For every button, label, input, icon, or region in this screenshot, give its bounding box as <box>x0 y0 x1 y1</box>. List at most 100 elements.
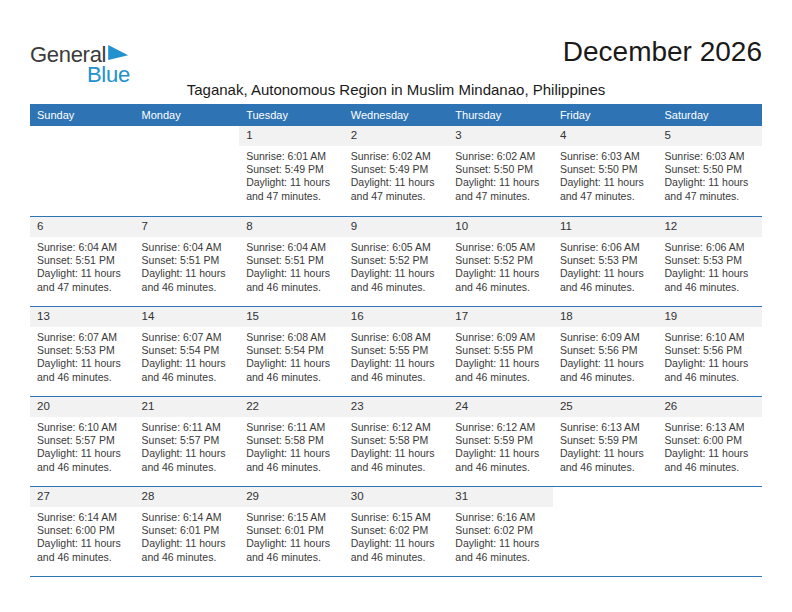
calendar-day-cell: 11Sunrise: 6:06 AMSunset: 5:53 PMDayligh… <box>553 217 658 306</box>
day-detail-line: and 46 minutes. <box>37 371 132 384</box>
calendar-day-cell: 30Sunrise: 6:15 AMSunset: 6:02 PMDayligh… <box>344 487 449 576</box>
day-number: 28 <box>135 487 240 507</box>
day-number: 20 <box>30 397 135 417</box>
day-detail-line: and 46 minutes. <box>351 551 446 564</box>
day-details: Sunrise: 6:05 AMSunset: 5:52 PMDaylight:… <box>448 237 553 294</box>
day-detail-line: Sunset: 5:55 PM <box>351 344 446 357</box>
day-detail-line: Sunset: 5:49 PM <box>351 163 446 176</box>
day-number: 8 <box>239 217 344 237</box>
day-number-empty <box>657 487 762 507</box>
day-number: 30 <box>344 487 449 507</box>
day-number: 2 <box>344 126 449 146</box>
day-details: Sunrise: 6:11 AMSunset: 5:57 PMDaylight:… <box>135 417 240 474</box>
calendar-day-cell: 6Sunrise: 6:04 AMSunset: 5:51 PMDaylight… <box>30 217 135 306</box>
day-number: 3 <box>448 126 553 146</box>
day-detail-line: Daylight: 11 hours <box>246 537 341 550</box>
day-details: Sunrise: 6:10 AMSunset: 5:56 PMDaylight:… <box>657 327 762 384</box>
calendar-table: Sunday Monday Tuesday Wednesday Thursday… <box>30 104 762 577</box>
day-details: Sunrise: 6:09 AMSunset: 5:56 PMDaylight:… <box>553 327 658 384</box>
calendar-day-cell: 26Sunrise: 6:13 AMSunset: 6:00 PMDayligh… <box>657 397 762 486</box>
day-detail-line: Daylight: 11 hours <box>142 447 237 460</box>
day-detail-line: Sunrise: 6:01 AM <box>246 150 341 163</box>
day-detail-line: Daylight: 11 hours <box>142 537 237 550</box>
day-number: 25 <box>553 397 658 417</box>
calendar-day-cell: 13Sunrise: 6:07 AMSunset: 5:53 PMDayligh… <box>30 307 135 396</box>
calendar-day-cell: 27Sunrise: 6:14 AMSunset: 6:00 PMDayligh… <box>30 487 135 576</box>
calendar-day-cell: 24Sunrise: 6:12 AMSunset: 5:59 PMDayligh… <box>448 397 553 486</box>
day-detail-line: and 47 minutes. <box>455 190 550 203</box>
day-detail-line: Sunset: 5:59 PM <box>455 434 550 447</box>
calendar-day-cell: 18Sunrise: 6:09 AMSunset: 5:56 PMDayligh… <box>553 307 658 396</box>
day-detail-line: Sunset: 5:57 PM <box>142 434 237 447</box>
day-details: Sunrise: 6:10 AMSunset: 5:57 PMDaylight:… <box>30 417 135 474</box>
day-number: 6 <box>30 217 135 237</box>
day-details: Sunrise: 6:05 AMSunset: 5:52 PMDaylight:… <box>344 237 449 294</box>
day-detail-line: and 46 minutes. <box>246 461 341 474</box>
weekday-friday: Friday <box>553 104 658 126</box>
calendar-day-cell: 3Sunrise: 6:02 AMSunset: 5:50 PMDaylight… <box>448 126 553 216</box>
day-number: 31 <box>448 487 553 507</box>
calendar-day-cell: 16Sunrise: 6:08 AMSunset: 5:55 PMDayligh… <box>344 307 449 396</box>
calendar-empty-cell <box>553 487 658 576</box>
day-details: Sunrise: 6:04 AMSunset: 5:51 PMDaylight:… <box>135 237 240 294</box>
calendar-day-cell: 9Sunrise: 6:05 AMSunset: 5:52 PMDaylight… <box>344 217 449 306</box>
day-detail-line: Daylight: 11 hours <box>455 447 550 460</box>
calendar-week-row: 6Sunrise: 6:04 AMSunset: 5:51 PMDaylight… <box>30 216 762 306</box>
day-number: 23 <box>344 397 449 417</box>
day-detail-line: Sunset: 5:58 PM <box>351 434 446 447</box>
calendar-week-row: 27Sunrise: 6:14 AMSunset: 6:00 PMDayligh… <box>30 486 762 576</box>
weekday-header-row: Sunday Monday Tuesday Wednesday Thursday… <box>30 104 762 126</box>
day-detail-line: Sunset: 5:56 PM <box>664 344 759 357</box>
day-detail-line: Sunrise: 6:09 AM <box>455 331 550 344</box>
calendar-week-row: 13Sunrise: 6:07 AMSunset: 5:53 PMDayligh… <box>30 306 762 396</box>
calendar-day-cell: 12Sunrise: 6:06 AMSunset: 5:53 PMDayligh… <box>657 217 762 306</box>
day-detail-line: Daylight: 11 hours <box>37 267 132 280</box>
day-detail-line: Sunrise: 6:05 AM <box>351 241 446 254</box>
day-details: Sunrise: 6:09 AMSunset: 5:55 PMDaylight:… <box>448 327 553 384</box>
calendar-day-cell: 1Sunrise: 6:01 AMSunset: 5:49 PMDaylight… <box>239 126 344 216</box>
day-details: Sunrise: 6:06 AMSunset: 5:53 PMDaylight:… <box>553 237 658 294</box>
day-detail-line: and 46 minutes. <box>142 461 237 474</box>
day-details: Sunrise: 6:15 AMSunset: 6:01 PMDaylight:… <box>239 507 344 564</box>
day-detail-line: Sunset: 6:02 PM <box>351 524 446 537</box>
calendar-week-row: 1Sunrise: 6:01 AMSunset: 5:49 PMDaylight… <box>30 126 762 216</box>
day-detail-line: Sunrise: 6:04 AM <box>246 241 341 254</box>
day-detail-line: Sunset: 5:51 PM <box>142 254 237 267</box>
calendar-day-cell: 20Sunrise: 6:10 AMSunset: 5:57 PMDayligh… <box>30 397 135 486</box>
day-details: Sunrise: 6:15 AMSunset: 6:02 PMDaylight:… <box>344 507 449 564</box>
day-detail-line: and 46 minutes. <box>455 371 550 384</box>
day-detail-line: Sunrise: 6:04 AM <box>37 241 132 254</box>
day-detail-line: Daylight: 11 hours <box>560 267 655 280</box>
day-detail-line: Daylight: 11 hours <box>455 267 550 280</box>
day-detail-line: Sunrise: 6:10 AM <box>664 331 759 344</box>
day-number: 16 <box>344 307 449 327</box>
day-number: 1 <box>239 126 344 146</box>
day-detail-line: Sunrise: 6:13 AM <box>560 421 655 434</box>
day-detail-line: Sunrise: 6:05 AM <box>455 241 550 254</box>
day-detail-line: and 46 minutes. <box>664 371 759 384</box>
day-detail-line: and 46 minutes. <box>560 371 655 384</box>
day-number: 27 <box>30 487 135 507</box>
day-detail-line: Sunset: 5:49 PM <box>246 163 341 176</box>
weekday-wednesday: Wednesday <box>344 104 449 126</box>
day-detail-line: Daylight: 11 hours <box>560 176 655 189</box>
day-detail-line: Sunrise: 6:08 AM <box>246 331 341 344</box>
day-detail-line: Daylight: 11 hours <box>246 267 341 280</box>
day-detail-line: Sunset: 6:00 PM <box>37 524 132 537</box>
day-details: Sunrise: 6:13 AMSunset: 6:00 PMDaylight:… <box>657 417 762 474</box>
weekday-tuesday: Tuesday <box>239 104 344 126</box>
day-detail-line: Sunrise: 6:10 AM <box>37 421 132 434</box>
day-number: 26 <box>657 397 762 417</box>
day-detail-line: and 46 minutes. <box>455 461 550 474</box>
day-detail-line: Sunset: 5:53 PM <box>664 254 759 267</box>
day-details: Sunrise: 6:07 AMSunset: 5:53 PMDaylight:… <box>30 327 135 384</box>
calendar-subtitle: Taganak, Autonomous Region in Muslim Min… <box>0 81 792 98</box>
day-detail-line: Sunrise: 6:11 AM <box>142 421 237 434</box>
day-number: 29 <box>239 487 344 507</box>
day-details: Sunrise: 6:02 AMSunset: 5:50 PMDaylight:… <box>448 146 553 203</box>
day-details: Sunrise: 6:03 AMSunset: 5:50 PMDaylight:… <box>553 146 658 203</box>
day-detail-line: and 47 minutes. <box>246 190 341 203</box>
day-detail-line: Sunrise: 6:13 AM <box>664 421 759 434</box>
day-details: Sunrise: 6:13 AMSunset: 5:59 PMDaylight:… <box>553 417 658 474</box>
weekday-saturday: Saturday <box>657 104 762 126</box>
